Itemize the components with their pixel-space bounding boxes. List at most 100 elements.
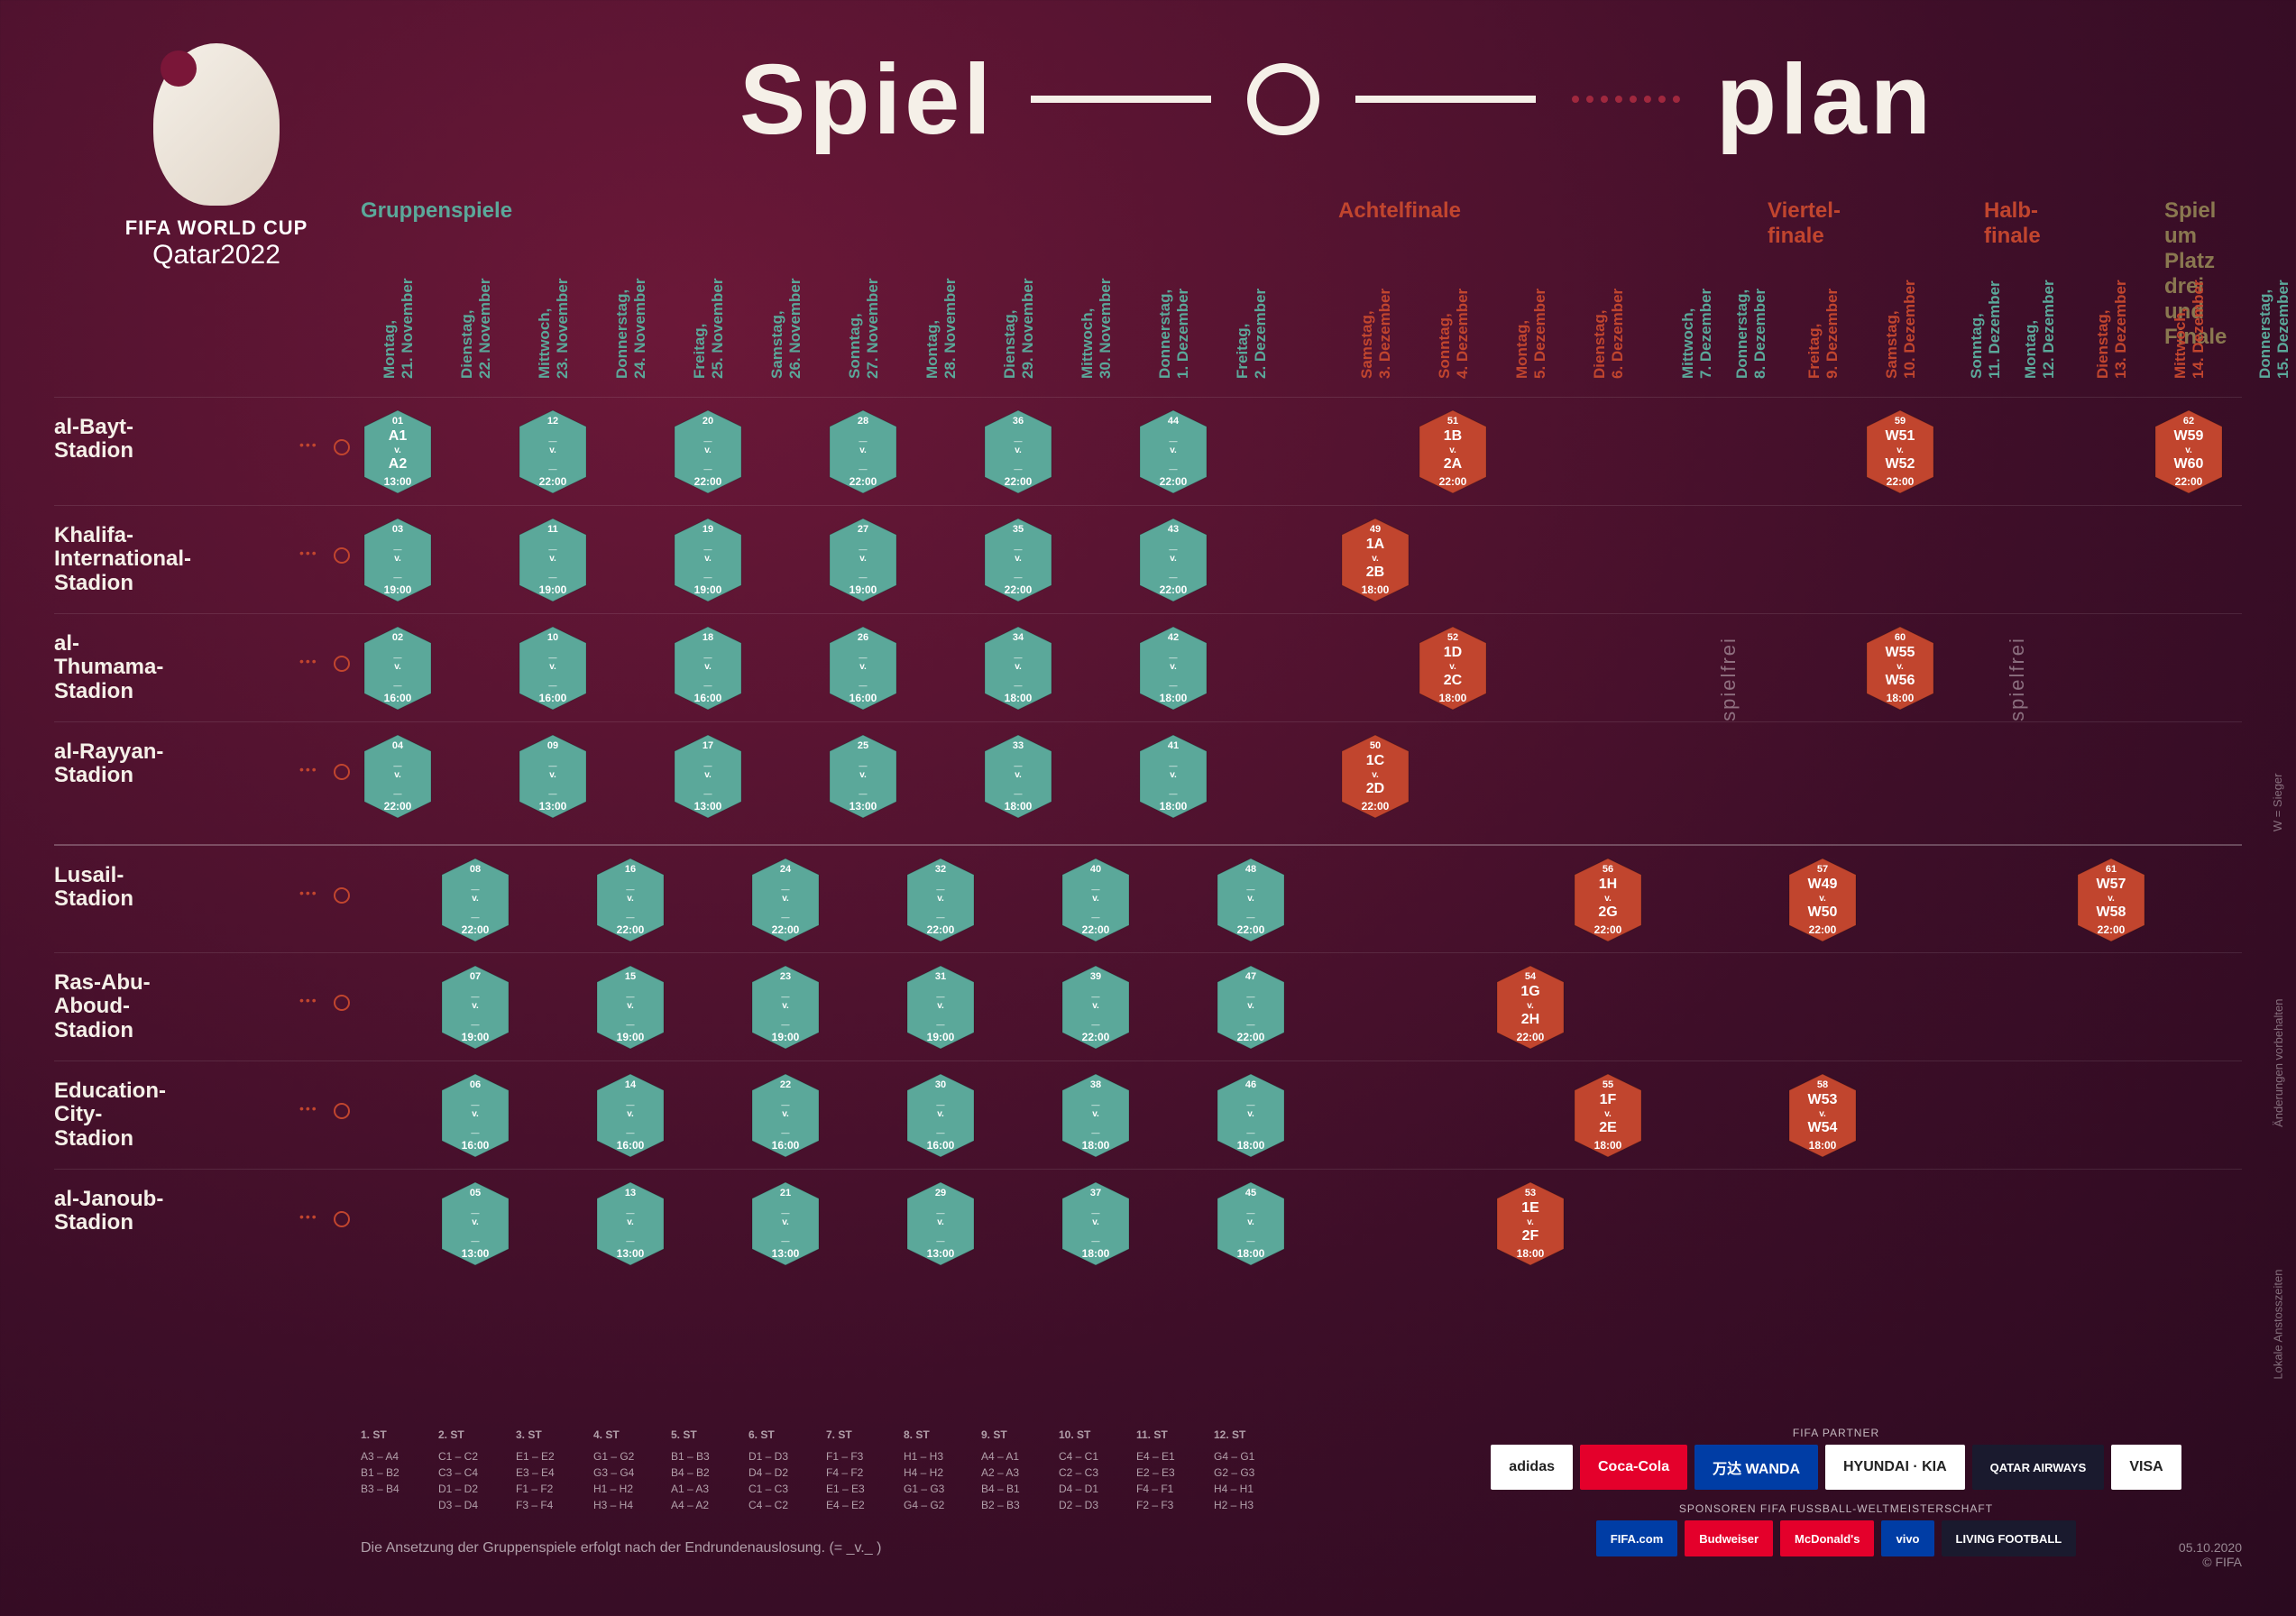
- match-36: 36_v._22:00: [981, 409, 1055, 495]
- match-16: 16_v._22:00: [593, 857, 667, 943]
- match-03: 03_v._19:00: [361, 517, 435, 603]
- match-24: 24_v._22:00: [748, 857, 822, 943]
- match-13: 13_v._13:00: [593, 1180, 667, 1267]
- match-17: 17_v._13:00: [671, 733, 745, 820]
- match-20: 20_v._22:00: [671, 409, 745, 495]
- match-14: 14_v._16:00: [593, 1072, 667, 1159]
- match-06: 06_v._16:00: [438, 1072, 512, 1159]
- partner-logo-0: adidas: [1491, 1445, 1573, 1490]
- match-57: 57W49v.W5022:00: [1786, 857, 1860, 943]
- date-col-2: Mittwoch,23. November: [536, 301, 572, 379]
- st-col-4: 5. STB1 – B3B4 – B2A1 – A3A4 – A2: [671, 1427, 738, 1513]
- title-part1: Spiel: [739, 42, 995, 157]
- sponsor-logo-3: vivo: [1881, 1520, 1933, 1556]
- match-05: 05_v._13:00: [438, 1180, 512, 1267]
- match-04: 04_v._22:00: [361, 733, 435, 820]
- match-51: 511Bv.2A22:00: [1416, 409, 1490, 495]
- stadium-name: Ras-Abu- Aboud- Stadion: [54, 971, 325, 1042]
- stadium-dot-icon: [334, 1103, 350, 1119]
- st-col-2: 3. STE1 – E2E3 – E4F1 – F2F3 – F4: [516, 1427, 583, 1513]
- match-42: 42_v._18:00: [1136, 625, 1210, 712]
- match-07: 07_v._19:00: [438, 964, 512, 1051]
- date-col-13: Sonntag,4. Dezember: [1436, 301, 1472, 379]
- phase-labels: Gruppenspiele Achtelfinale Viertel- fina…: [361, 198, 2242, 243]
- match-30: 30_v._16:00: [904, 1072, 978, 1159]
- partner-row: adidasCoca-Cola万达 WANDAHYUNDAI · KIAQATA…: [1430, 1445, 2242, 1490]
- date-col-6: Sonntag,27. November: [846, 301, 882, 379]
- page-title: Spiel plan: [739, 42, 1934, 157]
- match-50: 501Cv.2D22:00: [1338, 733, 1412, 820]
- match-28: 28_v._22:00: [826, 409, 900, 495]
- match-59: 59W51v.W5222:00: [1863, 409, 1937, 495]
- side-notes-2: Änderungen vorbehalten: [2272, 999, 2285, 1127]
- schedule-grid: al-Bayt- Stadion 01A1v.A213:00 12_v._22:00…: [54, 397, 2242, 1400]
- stadium-dot-icon: [334, 439, 350, 455]
- date-col-17: Donnerstag,8. Dezember: [1733, 301, 1769, 379]
- partner-logo-4: QATAR AIRWAYS: [1972, 1445, 2105, 1490]
- date-col-11: Freitag,2. Dezember: [1234, 301, 1270, 379]
- sponsor-logo-1: Budweiser: [1685, 1520, 1773, 1556]
- title-line-1: [1031, 96, 1211, 103]
- stadium-name: al-Bayt- Stadion: [54, 416, 325, 464]
- stadium-name: al-Rayyan- Stadion: [54, 740, 325, 788]
- date-col-12: Samstag,3. Dezember: [1358, 301, 1394, 379]
- stadium-row-7: al-Janoub- Stadion 05_v._13:00 13_v._13:00…: [54, 1169, 2242, 1277]
- st-col-11: 12. STG4 – G1G2 – G3H4 – H1H2 – H3: [1214, 1427, 1281, 1513]
- stadium-row-6: Education- City- Stadion 06_v._16:00 14_v.…: [54, 1060, 2242, 1169]
- match-22: 22_v._16:00: [748, 1072, 822, 1159]
- stadium-dot-icon: [334, 764, 350, 780]
- match-54: 541Gv.2H22:00: [1493, 964, 1567, 1051]
- date-col-1: Dienstag,22. November: [458, 301, 494, 379]
- stadium-dot-icon: [334, 656, 350, 672]
- st-col-7: 8. STH1 – H3H4 – H2G1 – G3G4 – G2: [904, 1427, 970, 1513]
- st-col-10: 11. STE4 – E1E2 – E3F4 – F1F2 – F3: [1136, 1427, 1203, 1513]
- stadium-name: Khalifa- International- Stadion: [54, 524, 325, 595]
- st-col-5: 6. STD1 – D3D4 – D2C1 – C3C4 – C2: [748, 1427, 815, 1513]
- sponsor-row: FIFA.comBudweiserMcDonald'svivoLIVING FO…: [1430, 1520, 2242, 1556]
- date-col-16: Mittwoch,7. Dezember: [1679, 301, 1715, 379]
- stadium-name: al- Thumama- Stadion: [54, 632, 325, 703]
- match-49: 491Av.2B18:00: [1338, 517, 1412, 603]
- sponsor-logo-0: FIFA.com: [1596, 1520, 1678, 1556]
- match-12: 12_v._22:00: [516, 409, 590, 495]
- stadium-name: Lusail- Stadion: [54, 864, 325, 912]
- title-circle-icon: [1247, 63, 1319, 135]
- date-col-4: Freitag,25. November: [691, 301, 727, 379]
- stadium-dot-icon: [334, 1211, 350, 1227]
- date-col-22: Dienstag,13. Dezember: [2094, 301, 2130, 379]
- phase-achtelfinale: Achtelfinale: [1338, 198, 1461, 224]
- match-26: 26_v._16:00: [826, 625, 900, 712]
- match-46: 46_v._18:00: [1214, 1072, 1288, 1159]
- match-10: 10_v._16:00: [516, 625, 590, 712]
- st-col-9: 10. STC4 – C1C2 – C3D4 – D1D2 – D3: [1059, 1427, 1125, 1513]
- match-60: 60W55v.W5618:00: [1863, 625, 1937, 712]
- footer: 1. STA3 – A4B1 – B2B3 – B42. STC1 – C2C3…: [361, 1427, 2242, 1589]
- match-35: 35_v._22:00: [981, 517, 1055, 603]
- match-01: 01A1v.A213:00: [361, 409, 435, 495]
- st-col-6: 7. STF1 – F3F4 – F2E1 – E3E4 – E2: [826, 1427, 893, 1513]
- stadium-row-4: Lusail- Stadion08_v._22:0016_v._22:0024_…: [54, 844, 2242, 952]
- match-52: 521Dv.2C18:00: [1416, 625, 1490, 712]
- match-29: 29_v._13:00: [904, 1180, 978, 1267]
- date-headers: Montag,21. NovemberDienstag,22. November…: [361, 262, 2242, 388]
- date-col-24: Donnerstag,15. Dezember: [2256, 301, 2292, 379]
- copyright: 05.10.2020 © FIFA: [2179, 1540, 2242, 1569]
- match-32: 32_v._22:00: [904, 857, 978, 943]
- date-col-19: Samstag,10. Dezember: [1883, 301, 1919, 379]
- sponsor-label: SPONSOREN FIFA FUSSBALL-WELTMEISTERSCHAF…: [1430, 1502, 2242, 1515]
- stadium-row-0: al-Bayt- Stadion 01A1v.A213:00 12_v._22:00…: [54, 397, 2242, 505]
- match-48: 48_v._22:00: [1214, 857, 1288, 943]
- stadium-name: Education- City- Stadion: [54, 1079, 325, 1151]
- match-18: 18_v._16:00: [671, 625, 745, 712]
- sponsor-logo-4: LIVING FOOTBALL: [1942, 1520, 2077, 1556]
- stadium-row-2: al- Thumama- Stadion02_v._16:0010_v._16:…: [54, 613, 2242, 721]
- date-col-21: Montag,12. Dezember: [2022, 301, 2058, 379]
- partner-label: FIFA PARTNER: [1430, 1427, 2242, 1439]
- match-34: 34_v._18:00: [981, 625, 1055, 712]
- stadium-dot-icon: [334, 995, 350, 1011]
- stadium-name: al-Janoub- Stadion: [54, 1188, 325, 1235]
- date-col-23: Mittwoch,14. Dezember: [2172, 301, 2208, 379]
- match-47: 47_v._22:00: [1214, 964, 1288, 1051]
- stadium-row-1: Khalifa- International- Stadion 03_v._19:…: [54, 505, 2242, 613]
- sponsors-block: FIFA PARTNER adidasCoca-Cola万达 WANDAHYUN…: [1430, 1427, 2242, 1569]
